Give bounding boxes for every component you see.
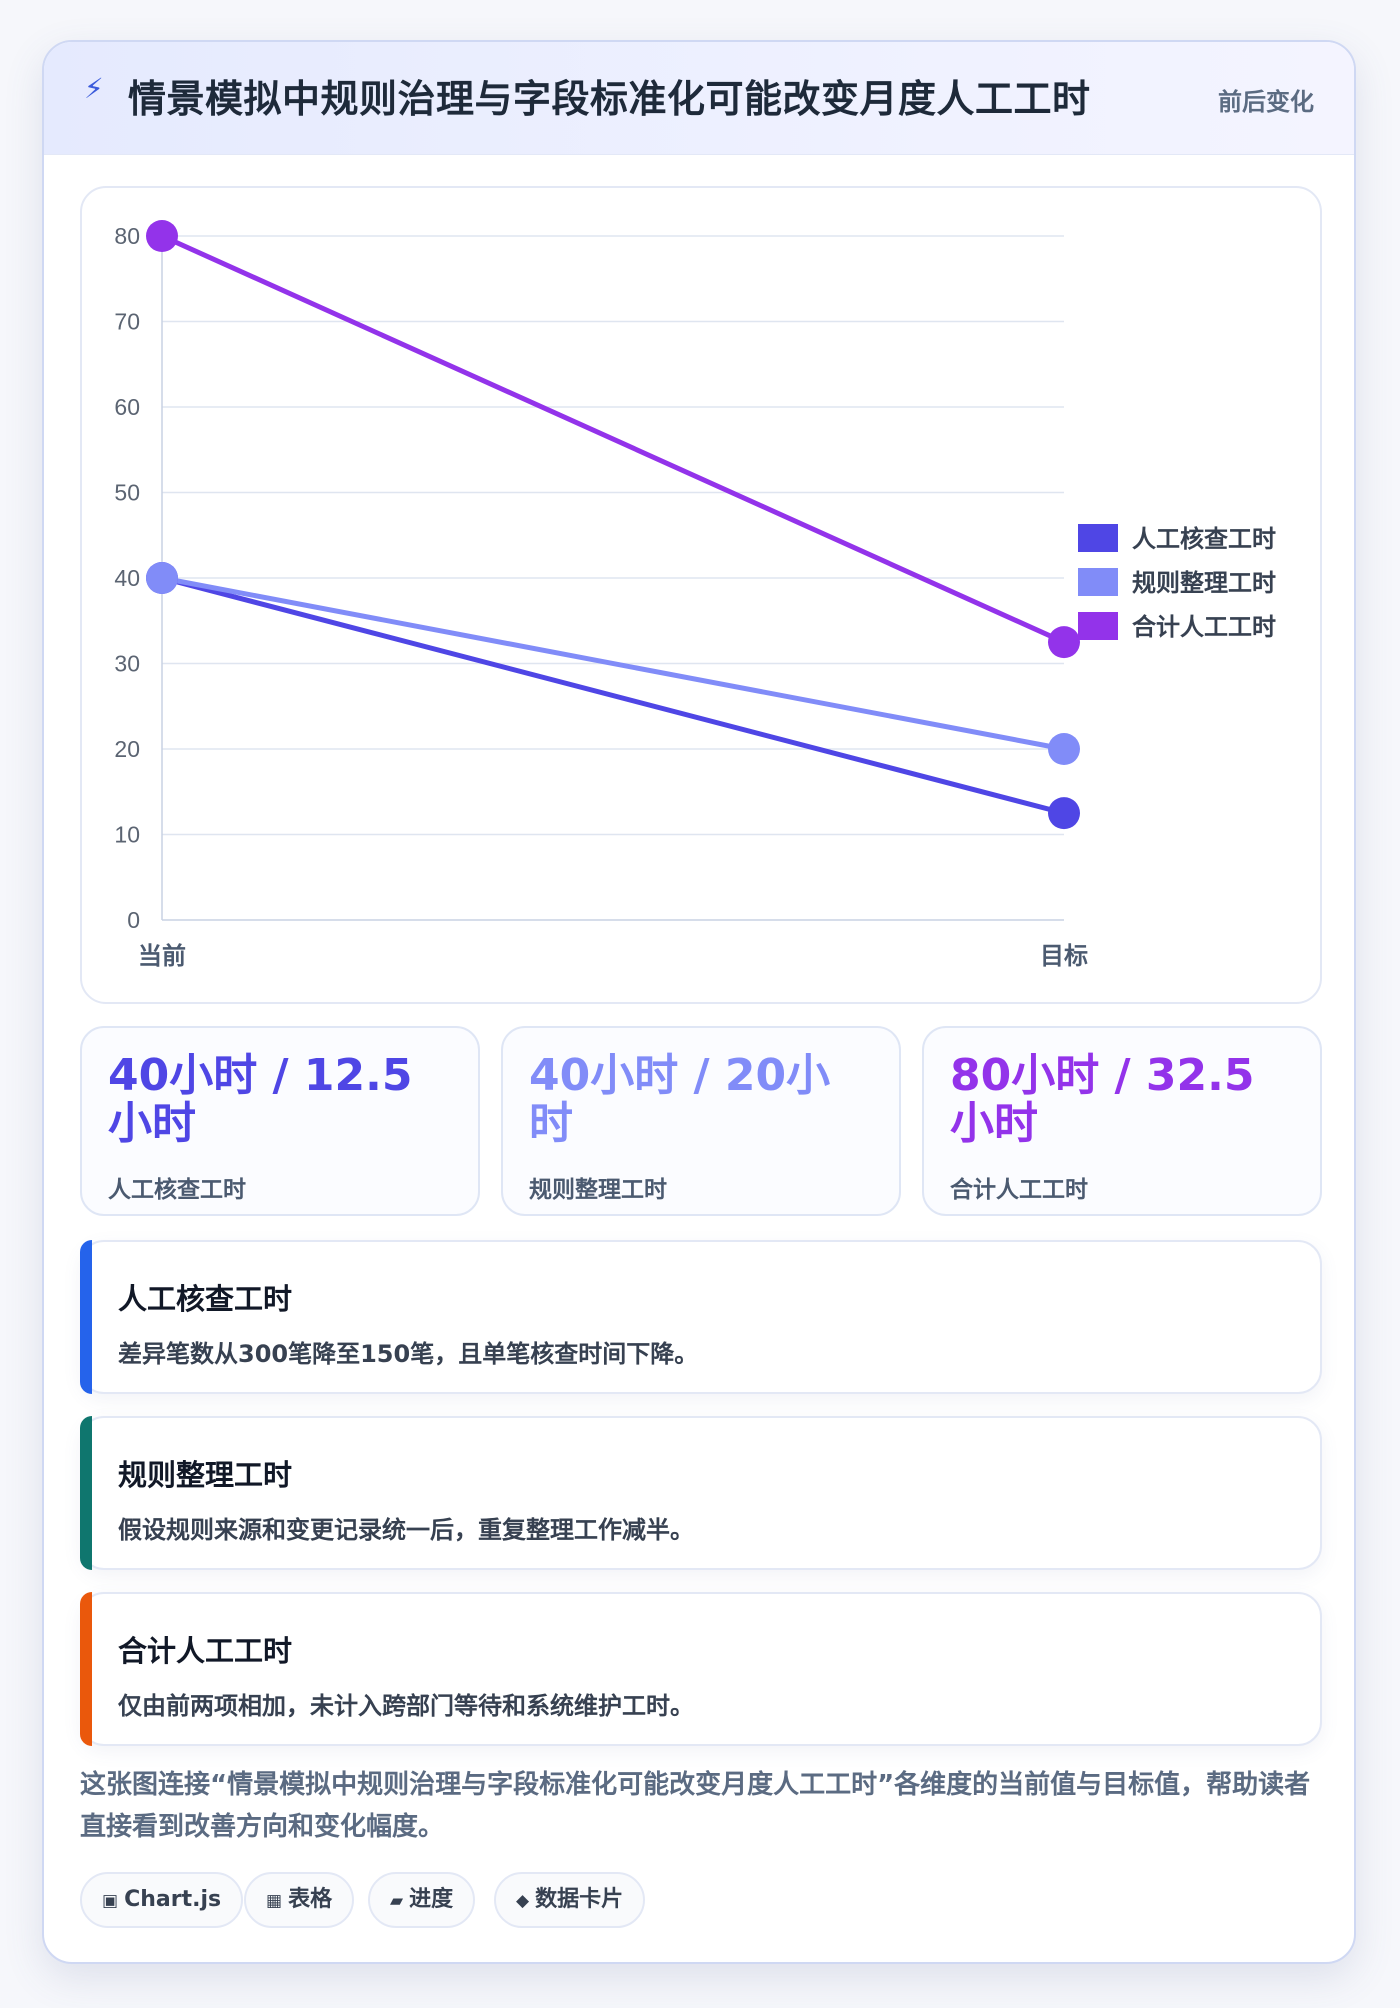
note-accent-bar xyxy=(80,1416,92,1570)
stat-card-total: 80小时 / 32.5 小时 合计人工工时 xyxy=(922,1026,1322,1216)
x-tick-label: 当前 xyxy=(138,942,186,970)
table-icon: ▦ xyxy=(266,1891,283,1911)
chip-label: 表格 xyxy=(288,1887,333,1912)
legend-swatch xyxy=(1078,524,1118,552)
legend-label: 人工核查工时 xyxy=(1132,525,1276,553)
note-card-manual-check: 人工核查工时 差异笔数从300笔降至150笔，且单笔核查时间下降。 xyxy=(80,1240,1322,1394)
series-line xyxy=(159,575,1067,816)
data-point xyxy=(146,220,178,252)
y-tick-label: 0 xyxy=(127,907,140,933)
data-point xyxy=(1048,626,1080,659)
note-title: 合计人工工时 xyxy=(118,1634,293,1668)
stat-card-rule-organize: 40小时 / 20小时 规则整理工时 xyxy=(501,1026,901,1216)
chip-label: Chart.js xyxy=(124,1887,222,1912)
legend-label: 规则整理工时 xyxy=(1132,569,1276,597)
note-accent-bar xyxy=(80,1240,92,1394)
chip-label: 进度 xyxy=(409,1887,454,1912)
chart-container: 0 10 20 30 40 50 60 70 80 当前 目标 人工核查工时 规则整理工时 合计人工工时 xyxy=(80,186,1322,1004)
stat-value: 40小时 / 12.5 小时 xyxy=(108,1052,413,1148)
bolt-icon: ⚡ xyxy=(84,72,104,105)
stat-label: 人工核查工时 xyxy=(108,1177,246,1203)
page-title: 情景模拟中规则治理与字段标准化可能改变月度人工工时 xyxy=(128,77,1091,121)
series-line xyxy=(159,575,1067,752)
header-tag: 前后变化 xyxy=(1218,88,1314,116)
y-tick-label: 60 xyxy=(114,394,140,420)
main-card: ⚡ 情景模拟中规则治理与字段标准化可能改变月度人工工时 前后变化 0 10 20 30… xyxy=(42,40,1356,1964)
stat-value: 40小时 / 20小时 xyxy=(529,1052,831,1148)
stat-value: 80小时 / 32.5 小时 xyxy=(950,1052,1255,1148)
series-line xyxy=(159,233,1067,645)
data-point xyxy=(146,562,178,594)
y-tick-label: 70 xyxy=(114,309,140,335)
legend-swatch xyxy=(1078,612,1118,640)
note-card-total: 合计人工工时 仅由前两项相加，未计入跨部门等待和系统维护工时。 xyxy=(80,1592,1322,1746)
data-point xyxy=(1048,797,1080,830)
legend-label: 合计人工工时 xyxy=(1132,613,1276,641)
note-description: 差异笔数从300笔降至150笔，且单笔核查时间下降。 xyxy=(118,1340,699,1368)
chip-label: 数据卡片 xyxy=(535,1887,624,1912)
note-card-rule-organize: 规则整理工时 假设规则来源和变更记录统一后，重复整理工作减半。 xyxy=(80,1416,1322,1570)
y-tick-label: 20 xyxy=(114,736,140,762)
stat-label: 规则整理工时 xyxy=(529,1177,667,1203)
note-description: 假设规则来源和变更记录统一后，重复整理工作减半。 xyxy=(118,1516,694,1544)
y-tick-label: 40 xyxy=(114,565,140,591)
chip-progress[interactable]: ▰ 进度 xyxy=(368,1872,476,1928)
chip-chartjs[interactable]: ▣ Chart.js xyxy=(80,1872,244,1928)
note-description: 仅由前两项相加，未计入跨部门等待和系统维护工时。 xyxy=(118,1692,694,1720)
chip-table[interactable]: ▦ 表格 xyxy=(244,1872,355,1928)
x-tick-label: 目标 xyxy=(1040,942,1088,970)
chip-data-card[interactable]: ◆ 数据卡片 xyxy=(494,1872,646,1928)
stat-label: 合计人工工时 xyxy=(950,1177,1088,1203)
note-accent-bar xyxy=(80,1592,92,1746)
note-title: 规则整理工时 xyxy=(118,1458,293,1492)
header: ⚡ 情景模拟中规则治理与字段标准化可能改变月度人工工时 前后变化 xyxy=(44,42,1354,155)
y-tick-label: 80 xyxy=(114,223,140,249)
y-tick-label: 30 xyxy=(114,651,140,677)
note-title: 人工核查工时 xyxy=(118,1282,293,1316)
chart-description: 这张图连接“情景模拟中规则治理与字段标准化可能改变月度人工工时”各维度的当前值与… xyxy=(80,1770,1311,1842)
data-point xyxy=(1048,733,1080,765)
y-tick-label: 10 xyxy=(114,822,140,848)
legend-swatch xyxy=(1078,568,1118,596)
diamond-icon: ◆ xyxy=(516,1891,530,1911)
chart-icon: ▣ xyxy=(102,1891,119,1911)
y-tick-label: 50 xyxy=(114,480,140,506)
stat-card-manual-check: 40小时 / 12.5 小时 人工核查工时 xyxy=(80,1026,480,1216)
progress-icon: ▰ xyxy=(390,1891,404,1911)
